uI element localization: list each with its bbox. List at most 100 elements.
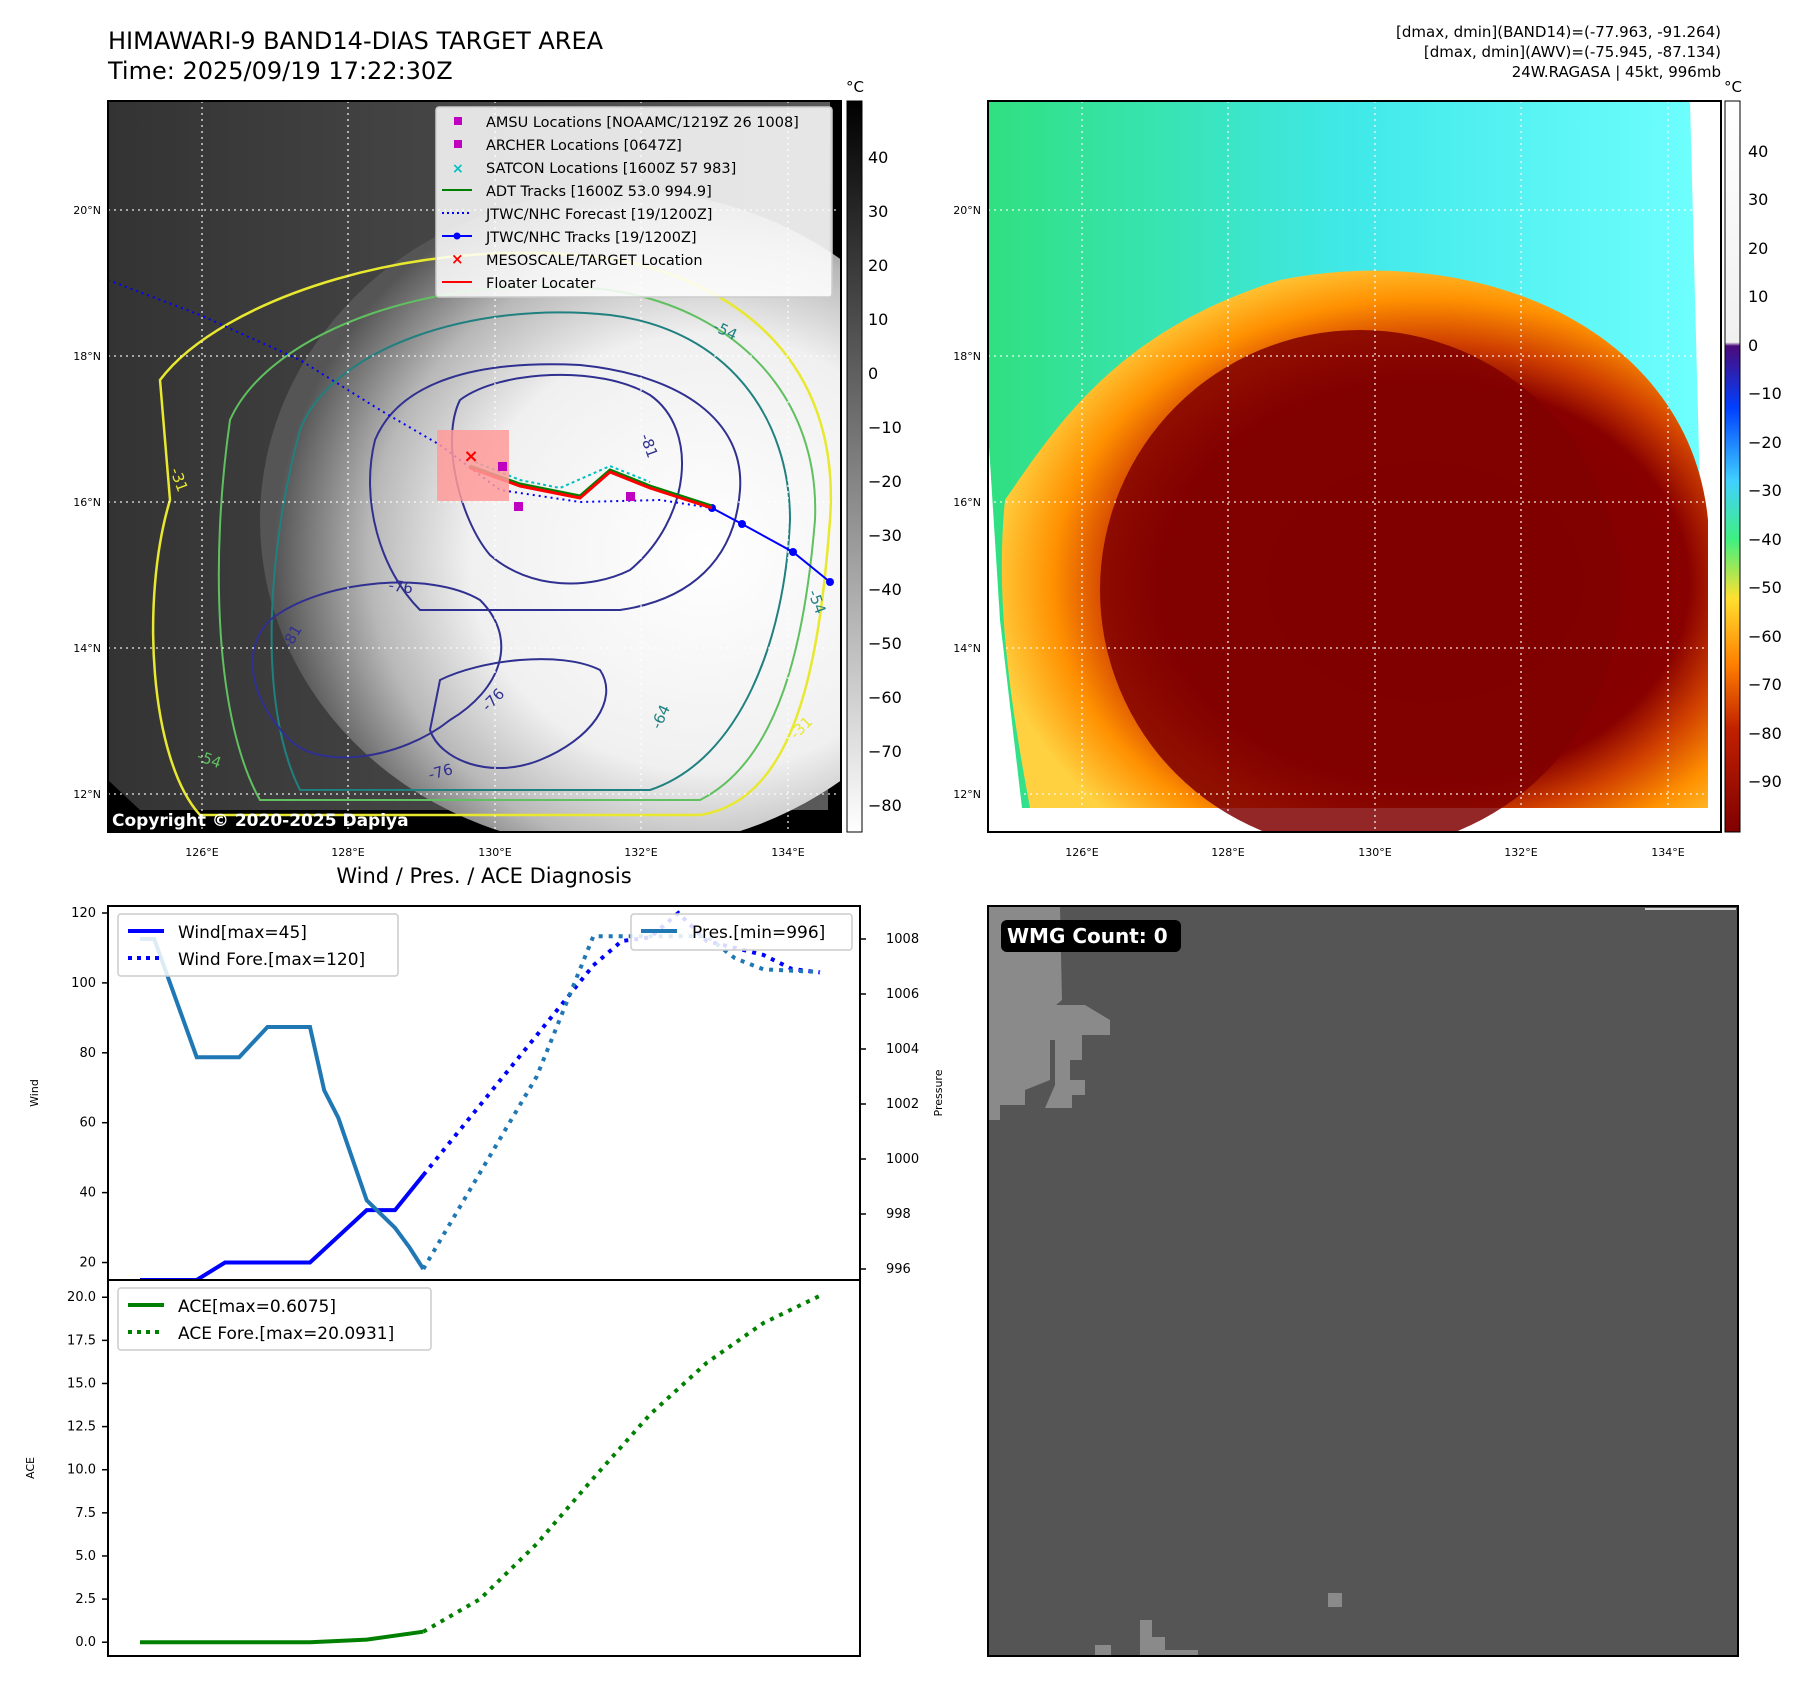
cb1-tick: −10 xyxy=(868,418,902,437)
lat-label: 12°N xyxy=(953,788,981,801)
map2-lon-labels: 126°E 128°E 130°E 132°E 134°E xyxy=(1065,846,1684,859)
adt-track xyxy=(469,464,713,508)
target-box xyxy=(437,430,509,501)
colorbar-band14 xyxy=(846,100,863,833)
awv-map: 20°N 18°N 16°N 14°N 12°N 126°E 128°E 130… xyxy=(953,78,1782,859)
colorbar1-ticks: 40 30 20 10 0 −10 −20 −30 −40 −50 −60 −7… xyxy=(868,148,902,815)
colorbar2-unit: °C xyxy=(1724,78,1742,96)
cb2-tick: −80 xyxy=(1748,724,1782,743)
pressure-y-tick-label: 996 xyxy=(886,1262,911,1277)
map-title-line1: HIMAWARI-9 BAND14-DIAS TARGET AREA xyxy=(108,27,604,55)
cb1-tick: −20 xyxy=(868,472,902,491)
map1-cloud-shield xyxy=(260,190,841,832)
legend-label: ARCHER Locations [0647Z] xyxy=(486,138,682,154)
cb1-tick: −80 xyxy=(868,796,902,815)
lat-label: 18°N xyxy=(953,350,981,363)
cb2-tick: −50 xyxy=(1748,578,1782,597)
cb2-tick: 0 xyxy=(1748,336,1758,355)
contour-navy-outer xyxy=(369,363,742,611)
legend-swatch-tracks-dot xyxy=(453,232,461,240)
map2-lat-labels: 20°N 18°N 16°N 14°N 12°N xyxy=(953,204,981,801)
lon-label: 128°E xyxy=(331,846,364,859)
cb2-tick: −30 xyxy=(1748,481,1782,500)
cb2-tick: −40 xyxy=(1748,530,1782,549)
amsu-markers xyxy=(498,462,635,511)
cb1-tick: −50 xyxy=(868,634,902,653)
pressure-y-tick-label: 1004 xyxy=(886,1042,919,1057)
wmg-land-north xyxy=(989,907,1062,1120)
wind-y-tick-label: 20 xyxy=(79,1256,96,1271)
lat-label: 18°N xyxy=(73,350,101,363)
legend-label: JTWC/NHC Tracks [19/1200Z] xyxy=(485,230,697,246)
cb2-tick: 40 xyxy=(1748,142,1768,161)
wmg-count-label: WMG Count: 0 xyxy=(1007,924,1168,948)
band14-map: × -54 -81 -76 -54 -64 -54 -31 -76 -81 -7… xyxy=(73,78,902,859)
map-title-line2: Time: 2025/09/19 17:22:30Z xyxy=(108,57,453,85)
cb1-tick: −60 xyxy=(868,688,902,707)
map1-lat-labels: 20°N 18°N 16°N 14°N 12°N xyxy=(73,204,101,801)
info-line3: 24W.RAGASA | 45kt, 996mb xyxy=(1511,63,1721,81)
cb1-tick: −30 xyxy=(868,526,902,545)
colorbar1-unit: °C xyxy=(846,78,864,96)
pressure-legend-label: Pres.[min=996] xyxy=(692,923,825,943)
wind-axis-label: Wind xyxy=(28,1079,41,1107)
cb2-tick: 30 xyxy=(1748,190,1768,209)
wmg-land-south2 xyxy=(1095,1645,1111,1655)
ace-y-tick-label: 2.5 xyxy=(75,1592,96,1607)
map1-legend: × × AMSU Locations [NOAAMC/1219Z 26 1008… xyxy=(435,106,833,298)
wmg-land-patch xyxy=(1040,1005,1110,1108)
wmg-land-south xyxy=(1140,1620,1198,1655)
wmg-panel: WMG Count: 0 xyxy=(987,905,1739,1657)
ace-y-tick-label: 20.0 xyxy=(67,1290,96,1305)
wind-y-tick-label: 100 xyxy=(71,976,96,991)
cb2-tick: −20 xyxy=(1748,433,1782,452)
legend-label: MESOSCALE/TARGET Location xyxy=(486,253,703,269)
wmg-land-dot xyxy=(1328,1593,1342,1607)
cb2-tick: 20 xyxy=(1748,239,1768,258)
wind-y-tick-label: 40 xyxy=(79,1186,96,1201)
legend-label: JTWC/NHC Forecast [19/1200Z] xyxy=(485,207,712,223)
cb1-tick: 10 xyxy=(868,310,888,329)
ace-y-tick-label: 10.0 xyxy=(67,1463,96,1478)
ace-y-tick-label: 17.5 xyxy=(67,1333,96,1348)
ace-y-tick-label: 5.0 xyxy=(75,1549,96,1564)
cb2-tick: −90 xyxy=(1748,772,1782,791)
cb1-tick: 20 xyxy=(868,256,888,275)
lon-label: 128°E xyxy=(1211,846,1244,859)
series-line-ace-max- xyxy=(140,1629,424,1645)
info-block: [dmax, dmin](BAND14)=(-77.963, -91.264) … xyxy=(1396,22,1721,82)
jtwc-track xyxy=(711,507,831,583)
ace-fore-legend-label: ACE Fore.[max=20.0931] xyxy=(178,1324,394,1344)
lon-label: 126°E xyxy=(1065,846,1098,859)
wind-legend xyxy=(117,913,399,977)
contour-navy-eye xyxy=(450,373,684,585)
cb1-tick: −40 xyxy=(868,580,902,599)
pressure-y-tick-label: 1008 xyxy=(886,932,919,947)
map1-frame xyxy=(107,100,842,833)
wind-fore-legend-label: Wind Fore.[max=120] xyxy=(178,950,365,970)
legend-swatch-amsu xyxy=(454,117,462,125)
ace-y-tick-label: 7.5 xyxy=(75,1506,96,1521)
lat-label: 12°N xyxy=(73,788,101,801)
lat-label: 14°N xyxy=(73,642,101,655)
map2-core xyxy=(1100,330,1620,832)
target-marker: × xyxy=(463,446,478,467)
legend-label: ADT Tracks [1600Z 53.0 994.9] xyxy=(486,184,712,200)
lon-label: 126°E xyxy=(185,846,218,859)
copyright-text: Copyright © 2020-2025 Dapiya xyxy=(112,811,409,831)
contour-label: -76 xyxy=(426,760,454,784)
lon-label: 132°E xyxy=(624,846,657,859)
legend-label: Floater Locater xyxy=(486,276,595,292)
info-line2: [dmax, dmin](AWV)=(-75.945, -87.134) xyxy=(1423,43,1721,61)
ace-chart: ACE 0.0 2.5 5.0 7.5 10.0 12.5 15.0 17.5 20.0 ACE… xyxy=(24,1279,861,1657)
pressure-y-tick-label: 1000 xyxy=(886,1152,919,1167)
contour-navy-band xyxy=(251,581,503,759)
legend-swatch-target: × xyxy=(451,250,464,268)
contour-green xyxy=(217,285,817,801)
lon-label: 132°E xyxy=(1504,846,1537,859)
ace-legend-label: ACE[max=0.6075] xyxy=(178,1297,336,1317)
info-line1: [dmax, dmin](BAND14)=(-77.963, -91.264) xyxy=(1396,23,1721,41)
cb2-tick: −60 xyxy=(1748,627,1782,646)
series-line-ace-fore-max- xyxy=(422,1293,821,1634)
